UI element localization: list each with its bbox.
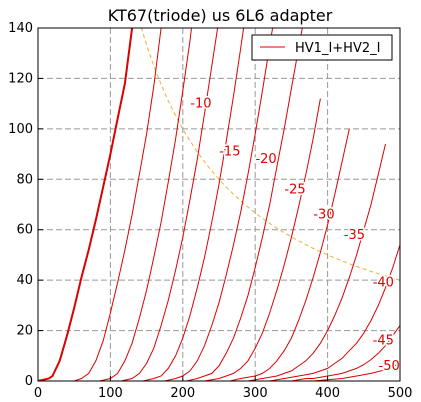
plot-frame [37, 27, 401, 382]
curve-label: -50 [379, 359, 400, 374]
legend: HV1_I+HV2_I [251, 34, 393, 61]
series-line [142, 28, 245, 381]
x-tick-label: 400 [315, 386, 340, 401]
series-line [164, 28, 274, 381]
x-tick-label: 300 [243, 386, 268, 401]
chart-title: KT67(triode) us 6L6 adapter [108, 6, 333, 25]
x-tick-label: 100 [98, 386, 123, 401]
legend-label: HV1_I+HV2_I [295, 41, 380, 56]
series-line [229, 128, 350, 381]
series-line [247, 143, 386, 381]
x-tick-label: 0 [34, 386, 42, 401]
y-tick-label: 20 [16, 324, 33, 339]
curve-label: -15 [219, 145, 240, 160]
power-limit-line [140, 28, 400, 281]
series-line [99, 28, 192, 381]
series-line [74, 28, 162, 381]
y-tick-label: 40 [16, 273, 33, 288]
plate-curves [38, 28, 400, 381]
grid-lines [38, 28, 400, 381]
curve-label: -25 [284, 182, 305, 197]
curve-label: -20 [255, 152, 276, 167]
y-tick-label: 100 [8, 122, 33, 137]
x-tick-label: 200 [170, 386, 195, 401]
series-line [38, 28, 134, 381]
series-line [269, 244, 400, 381]
power-limit-curve [140, 28, 400, 281]
series-line [121, 28, 219, 381]
curve-label: -10 [190, 97, 211, 112]
series-line [204, 98, 321, 381]
y-tick-label: 0 [25, 374, 33, 389]
y-tick-label: 140 [8, 21, 33, 36]
y-tick-label: 60 [16, 223, 33, 238]
x-tick-label: 500 [388, 386, 413, 401]
curve-label: -40 [373, 276, 394, 291]
curve-labels: -10 -15 -20 -25 -30 -35 -40 -45 -50 [189, 95, 401, 375]
axis-ticks: 0 100 200 300 400 500 0 20 40 60 80 100 120 140 [8, 21, 412, 401]
curve-label: -35 [344, 228, 365, 243]
series-line [186, 28, 303, 381]
y-tick-label: 80 [16, 172, 33, 187]
curve-label: -45 [373, 334, 394, 349]
series-line [291, 325, 400, 381]
curve-label: -30 [313, 208, 334, 223]
y-tick-label: 120 [8, 71, 33, 86]
